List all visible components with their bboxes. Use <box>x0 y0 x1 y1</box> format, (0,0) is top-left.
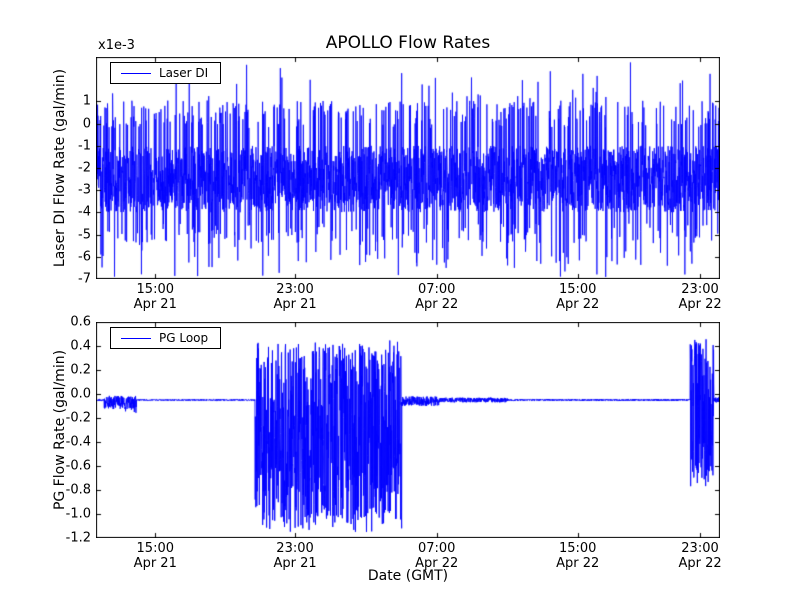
y-tick-label: -7 <box>78 271 91 287</box>
y-tick-label: 0.6 <box>70 314 91 330</box>
y-tick-label: -2 <box>78 160 91 176</box>
y-tick-label: 0.4 <box>70 338 91 354</box>
x-tick-label: 15:00 Apr 22 <box>556 541 599 571</box>
x-tick-label: 23:00 Apr 22 <box>678 282 721 312</box>
x-tick-date: Apr 21 <box>133 297 177 312</box>
x-tick-time: 15:00 <box>136 541 174 556</box>
x-tick-time: 23:00 <box>276 282 314 297</box>
legend-pg-loop: PG Loop <box>110 327 222 349</box>
y-axis-label-laser-di: Laser DI Flow Rate (gal/min) <box>52 68 68 268</box>
y-tick-label: -6 <box>78 249 91 265</box>
y-tick-label: -0.8 <box>65 482 91 498</box>
y-tick-label: -1.2 <box>65 530 91 546</box>
legend-line-sample <box>121 337 151 339</box>
x-tick-label: 23:00 Apr 22 <box>678 541 721 571</box>
y-tick-label: -1 <box>78 138 91 154</box>
x-tick-date: Apr 22 <box>415 556 459 571</box>
pg-loop-plot-area <box>96 322 720 538</box>
x-tick-date: Apr 22 <box>415 297 459 312</box>
x-tick-date: Apr 21 <box>273 556 317 571</box>
x-tick-label: 23:00 Apr 21 <box>273 541 316 571</box>
x-tick-label: 23:00 Apr 21 <box>273 282 316 312</box>
subplot-laser-di: Laser DI 1 0 -1 -2 -3 -4 -5 -6 -7 15:00 Apr 21 23:0… <box>78 57 722 312</box>
x-tick-date: Apr 22 <box>556 556 600 571</box>
x-tick-date: Apr 22 <box>678 297 722 312</box>
y-tick-label: 0.2 <box>70 362 91 378</box>
x-tick-time: 15:00 <box>558 541 597 556</box>
x-tick-label: 15:00 Apr 22 <box>556 282 599 312</box>
y-tick-label: 0 <box>82 116 91 132</box>
y-tick-label: -4 <box>78 204 91 220</box>
laser-di-plot-area <box>96 57 720 279</box>
x-tick-time: 07:00 <box>417 541 456 556</box>
x-tick-date: Apr 22 <box>556 297 600 312</box>
x-tick-label: 15:00 Apr 21 <box>134 282 177 312</box>
y-tick-label: -0.2 <box>65 410 91 426</box>
y-tick-label: 0.0 <box>70 386 91 402</box>
x-tick-date: Apr 22 <box>678 556 722 571</box>
x-tick-label: 15:00 Apr 21 <box>134 541 177 571</box>
legend-label-laser-di: Laser DI <box>159 66 209 80</box>
x-tick-time: 23:00 <box>681 541 719 556</box>
x-tick-label: 07:00 Apr 22 <box>415 541 458 571</box>
legend-label-pg-loop: PG Loop <box>159 331 209 345</box>
y-tick-label: -0.6 <box>65 458 91 474</box>
x-tick-time: 07:00 <box>417 282 456 297</box>
y-tick-label: -3 <box>78 182 91 198</box>
x-tick-label: 07:00 Apr 22 <box>415 282 458 312</box>
y-tick-label: -1.0 <box>65 506 91 522</box>
x-tick-time: 15:00 <box>136 282 174 297</box>
y-tick-label: -0.4 <box>65 434 91 450</box>
legend-laser-di: Laser DI <box>110 62 222 84</box>
subplot-pg-loop: PG Loop 0.6 0.4 0.2 0.0 -0.2 -0.4 -0.6 -0.8 -1.0… <box>66 315 722 572</box>
y-tick-label: 1 <box>82 93 91 109</box>
x-tick-time: 23:00 <box>276 541 314 556</box>
y-axis-offset-label: x1e-3 <box>98 38 135 53</box>
x-tick-time: 23:00 <box>681 282 719 297</box>
x-axis-label: Date (GMT) <box>367 568 449 584</box>
y-tick-label: -5 <box>78 227 91 243</box>
x-tick-date: Apr 21 <box>273 297 317 312</box>
x-tick-time: 15:00 <box>558 282 597 297</box>
chart-title: APOLLO Flow Rates <box>325 33 491 53</box>
legend-line-sample <box>121 72 151 74</box>
x-tick-date: Apr 21 <box>133 556 177 571</box>
